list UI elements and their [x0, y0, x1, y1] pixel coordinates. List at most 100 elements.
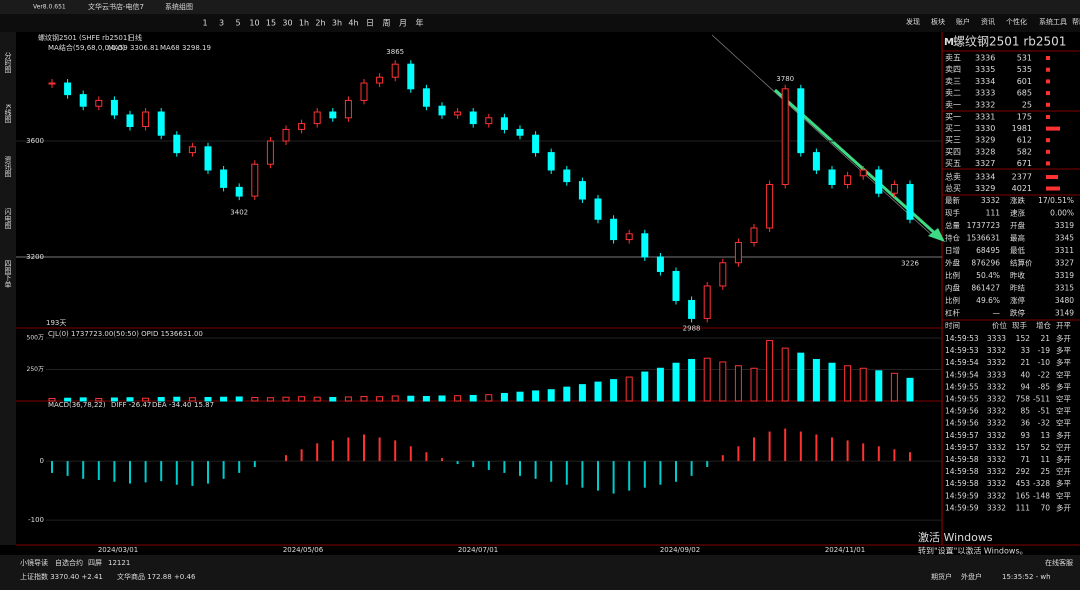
quote-price: 3328	[975, 147, 995, 156]
stat-label: 速涨	[1010, 208, 1026, 218]
stat-label: 涨跌	[1010, 195, 1026, 205]
candle	[220, 169, 228, 188]
trade-cell: 3332	[987, 395, 1006, 404]
period-button[interactable]: 30	[282, 19, 292, 28]
trade-cell: 空平	[1056, 369, 1072, 379]
candle	[188, 146, 196, 154]
trade-cell: 21	[1040, 334, 1050, 343]
trade-cell: 36	[1020, 419, 1030, 428]
left-tab[interactable]: K线图	[4, 104, 12, 124]
depth-bar	[1046, 161, 1050, 166]
status-item[interactable]: 期货户	[931, 572, 952, 581]
depth-bar	[1046, 79, 1050, 84]
period-button[interactable]: 日	[366, 19, 374, 28]
title-item[interactable]: 文华云书店-电信7	[88, 2, 144, 11]
volume-bar	[500, 392, 508, 402]
menu-item[interactable]: 板块	[931, 17, 945, 26]
period-button[interactable]: 10	[249, 19, 259, 28]
period-button[interactable]: 周	[383, 19, 391, 28]
menu-item[interactable]: 个性化	[1006, 17, 1027, 26]
bottom-bar	[0, 555, 1080, 590]
depth-bar	[1046, 91, 1050, 96]
trade-cell: 157	[1016, 443, 1031, 452]
stat-value: 1536631	[967, 234, 1001, 243]
trade-cell: 多平	[1056, 478, 1072, 488]
volume-bar	[360, 395, 368, 402]
period-button[interactable]: 2h	[315, 19, 325, 28]
quote-price: 3329	[975, 136, 995, 145]
trade-cell: -19	[1038, 346, 1050, 355]
depth-bar	[1046, 102, 1050, 107]
title-item[interactable]: 系统组图	[165, 2, 193, 11]
macd-label: 15.87	[194, 401, 214, 409]
quote-price: 3335	[975, 65, 995, 74]
volume-bar	[610, 379, 618, 402]
y-tick-label: 500万	[27, 335, 44, 342]
trade-cell: 93	[1020, 431, 1030, 440]
bottom-tab[interactable]: 小镜导读	[20, 558, 48, 567]
stat-label: 最新	[945, 195, 960, 205]
trade-cell: 3332	[987, 382, 1006, 391]
index-ticker: 上证指数 3370.40 +2.41	[20, 572, 103, 581]
left-tab[interactable]: 分时图	[4, 51, 12, 74]
volume-bar	[703, 357, 711, 402]
stat-label: 外盘	[945, 258, 960, 268]
candle	[282, 128, 290, 142]
date-label: 2024/11/01	[825, 546, 865, 554]
price-annotation: 2988	[683, 324, 701, 332]
period-button[interactable]: 1h	[299, 19, 309, 28]
period-button[interactable]: 3	[219, 19, 224, 28]
quote-price: 3333	[975, 89, 995, 98]
trade-cell: 多开	[1056, 333, 1072, 343]
bottom-tab[interactable]: 自选合约	[55, 558, 83, 567]
candle	[594, 198, 602, 220]
left-tab[interactable]: 四图下单	[4, 260, 12, 289]
trade-cell: 空开	[1056, 466, 1072, 476]
candle	[641, 233, 649, 258]
trade-cell: 14:59:58	[945, 467, 979, 476]
left-tab[interactable]: 闪电图	[4, 207, 12, 230]
stat-label: 最低	[1010, 245, 1026, 255]
trade-cell: 多平	[1056, 357, 1072, 367]
candle	[812, 152, 820, 171]
ma-label: MA68 3298.19	[160, 44, 211, 52]
period-button[interactable]: 15	[266, 19, 276, 28]
period-button[interactable]: 5	[235, 19, 240, 28]
status-item[interactable]: 外盘户	[961, 572, 982, 581]
menu-item[interactable]: 系统工具	[1039, 17, 1067, 26]
stat-value: 3319	[1055, 271, 1074, 280]
menu-item[interactable]: 资讯	[981, 17, 995, 26]
candle	[688, 299, 696, 319]
quote-label: 总卖	[945, 172, 961, 182]
menu-item[interactable]: 发现	[906, 17, 920, 26]
period-button[interactable]: 1	[202, 19, 207, 28]
bottom-tab[interactable]: 12121	[108, 559, 130, 567]
left-tab[interactable]: 资讯图	[4, 155, 12, 178]
quote-label: 卖五	[945, 54, 961, 63]
period-button[interactable]: 年	[416, 18, 424, 28]
menu-item[interactable]: 帮助	[1072, 17, 1080, 26]
bottom-tab[interactable]: 四屏	[88, 559, 102, 567]
quote-volume: 175	[1017, 113, 1032, 122]
menu-item[interactable]: 账户	[956, 17, 970, 26]
price-annotation: 3865	[386, 48, 404, 56]
candle	[734, 241, 742, 264]
y-tick-label: 250万	[27, 366, 44, 373]
title-bar	[0, 0, 1080, 14]
period-button[interactable]: 3h	[332, 19, 342, 28]
period-button[interactable]: 4h	[348, 19, 358, 28]
quote-volume: 671	[1017, 159, 1032, 168]
candle	[110, 99, 118, 116]
service-button[interactable]: 在线客服	[1045, 558, 1073, 567]
trade-cell: 14:59:54	[945, 358, 979, 367]
period-button[interactable]: 月	[399, 19, 407, 28]
volume-bar	[563, 386, 571, 402]
trade-cell: -148	[1033, 491, 1050, 500]
trade-cell: -51	[1038, 407, 1050, 416]
volume-bar	[407, 395, 415, 402]
candle	[142, 111, 150, 128]
quote-price: 3327	[975, 159, 995, 168]
days-label: 193天	[46, 319, 66, 327]
trade-cell: 14:59:56	[945, 407, 979, 416]
trade-header: 价位	[992, 320, 1007, 330]
